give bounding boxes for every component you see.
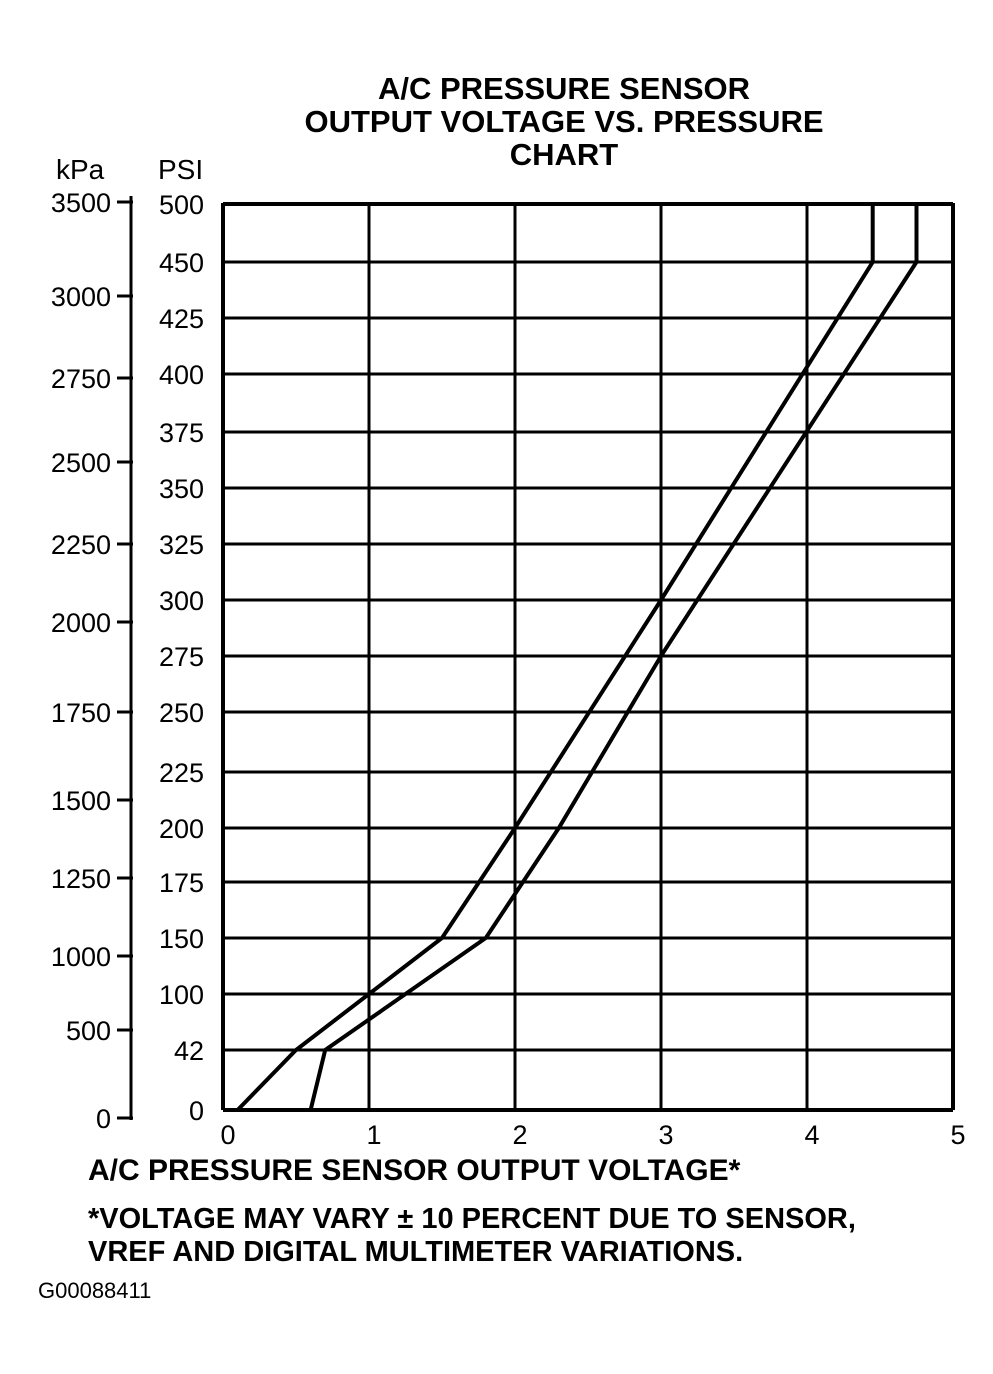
voltage-tick-label: 5 bbox=[950, 1120, 965, 1150]
series-line-upper-bound bbox=[236, 204, 875, 1112]
footnote-line-2: VREF AND DIGITAL MULTIMETER VARIATIONS. bbox=[88, 1236, 744, 1268]
kpa-tick-label: 1250 bbox=[51, 864, 111, 894]
x-axis-label: A/C PRESSURE SENSOR OUTPUT VOLTAGE* bbox=[88, 1154, 741, 1187]
psi-tick-label: 425 bbox=[159, 304, 204, 334]
psi-tick-label: 150 bbox=[159, 924, 204, 954]
voltage-tick-label: 4 bbox=[804, 1120, 819, 1150]
kpa-axis: 0 500 1000 1250 1500 1750 2000 2250 2500 2750 3000… bbox=[51, 188, 133, 1134]
psi-tick-label: 450 bbox=[159, 248, 204, 278]
figure-id: G00088411 bbox=[38, 1278, 152, 1303]
chart-grid bbox=[221, 202, 955, 1112]
chart-title-line-2: OUTPUT VOLTAGE VS. PRESSURE bbox=[304, 104, 824, 139]
kpa-tick-label: 500 bbox=[66, 1016, 111, 1046]
psi-tick-label: 200 bbox=[159, 814, 204, 844]
kpa-tick-label: 1000 bbox=[51, 942, 111, 972]
psi-tick-label: 175 bbox=[159, 868, 204, 898]
voltage-tick-label: 3 bbox=[658, 1120, 673, 1150]
footnote-line-1: *VOLTAGE MAY VARY ± 10 PERCENT DUE TO SE… bbox=[88, 1203, 856, 1235]
kpa-tick-label: 2250 bbox=[51, 530, 111, 560]
kpa-tick-label: 1500 bbox=[51, 786, 111, 816]
kpa-tick-label: 2750 bbox=[51, 364, 111, 394]
kpa-tick-label: 3000 bbox=[51, 282, 111, 312]
chart-title-line-1: A/C PRESSURE SENSOR bbox=[377, 71, 751, 106]
psi-tick-label: 325 bbox=[159, 530, 204, 560]
psi-tick-label: 375 bbox=[159, 418, 204, 448]
psi-tick-label: 275 bbox=[159, 642, 204, 672]
psi-tick-label: 250 bbox=[159, 698, 204, 728]
voltage-tick-label: 2 bbox=[512, 1120, 527, 1150]
psi-tick-label: 100 bbox=[159, 980, 204, 1010]
series-line-lower-bound bbox=[308, 204, 919, 1111]
voltage-tick-label: 1 bbox=[366, 1120, 381, 1150]
psi-tick-label: 225 bbox=[159, 758, 204, 788]
psi-tick-label: 400 bbox=[159, 360, 204, 390]
chart-title-line-3: CHART bbox=[509, 137, 619, 172]
voltage-axis: 0 1 2 3 4 5 bbox=[220, 1120, 965, 1150]
kpa-tick-label: 3500 bbox=[51, 188, 111, 218]
tolerance-band bbox=[236, 204, 919, 1112]
kpa-axis-unit-label: kPa bbox=[56, 154, 105, 185]
kpa-tick-label: 1750 bbox=[51, 698, 111, 728]
psi-tick-label: 350 bbox=[159, 474, 204, 504]
psi-tick-label: 42 bbox=[174, 1036, 204, 1066]
psi-tick-label: 500 bbox=[159, 190, 204, 220]
kpa-tick-label: 0 bbox=[96, 1104, 111, 1134]
kpa-tick-label: 2500 bbox=[51, 448, 111, 478]
psi-axis: 0 42 100 150 175 200 225 250 275 300 325 350 375 400 4… bbox=[159, 190, 204, 1126]
kpa-tick-label: 2000 bbox=[51, 608, 111, 638]
voltage-tick-label: 0 bbox=[220, 1120, 235, 1150]
psi-tick-label: 0 bbox=[189, 1096, 204, 1126]
psi-axis-unit-label: PSI bbox=[158, 154, 204, 185]
psi-tick-label: 300 bbox=[159, 586, 204, 616]
